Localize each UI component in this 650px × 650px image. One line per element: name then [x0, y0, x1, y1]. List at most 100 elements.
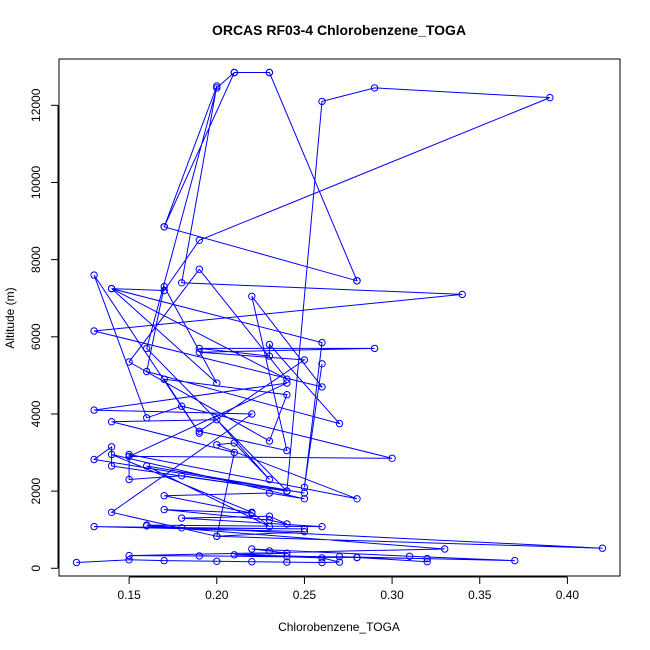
x-tick-label: 0.35 — [468, 588, 492, 602]
data-point — [353, 495, 361, 503]
data-point — [107, 450, 116, 459]
data-point — [107, 508, 116, 516]
data-point — [178, 514, 186, 522]
y-tick-label: 4000 — [29, 400, 43, 427]
data-point — [125, 358, 133, 366]
data-point — [90, 406, 98, 414]
plot-frame — [58, 58, 621, 577]
data-point — [125, 452, 133, 461]
data-point — [335, 553, 344, 561]
data-point — [125, 475, 133, 484]
data-point — [405, 552, 414, 560]
series-layer — [72, 68, 607, 567]
data-point — [265, 512, 274, 520]
data-point — [353, 277, 361, 285]
data-point — [90, 327, 98, 335]
data-point — [318, 554, 326, 562]
y-axis-label: Altitude (m) — [3, 287, 17, 348]
data-point — [300, 483, 309, 491]
data-point — [107, 462, 116, 470]
data-point — [230, 68, 239, 77]
data-point — [388, 454, 396, 462]
x-tick-label: 0.15 — [117, 588, 141, 602]
data-point — [318, 383, 326, 391]
data-point — [283, 446, 291, 455]
data-point — [265, 437, 274, 445]
data-point — [248, 558, 256, 566]
y-tick-label: 2000 — [29, 477, 43, 504]
data-point — [265, 68, 274, 77]
data-point — [213, 84, 221, 92]
data-point — [160, 492, 168, 500]
data-point — [213, 532, 221, 540]
data-point — [248, 292, 256, 300]
data-point — [72, 558, 81, 567]
data-point — [335, 419, 344, 428]
data-point — [107, 418, 116, 426]
data-point — [213, 557, 221, 565]
data-point — [458, 290, 466, 299]
data-point — [511, 556, 519, 565]
data-point — [423, 554, 431, 563]
x-tick-label: 0.25 — [293, 588, 317, 602]
data-point — [248, 508, 256, 516]
data-point — [178, 402, 186, 410]
y-tick-label: 10000 — [29, 165, 43, 199]
data-point — [283, 391, 291, 399]
data-point — [160, 286, 168, 295]
data-point — [195, 265, 204, 273]
data-point — [265, 489, 274, 497]
data-point — [213, 441, 221, 449]
data-point — [248, 545, 256, 553]
y-tick-label: 12000 — [29, 88, 43, 122]
data-point — [283, 520, 291, 528]
x-tick-label: 0.40 — [556, 588, 580, 602]
data-point — [318, 522, 326, 531]
data-point — [300, 489, 309, 497]
y-tick-label: 0 — [29, 565, 43, 572]
data-point — [178, 472, 186, 480]
data-point — [160, 223, 168, 231]
data-point — [143, 367, 151, 376]
x-tick-label: 0.30 — [380, 588, 404, 602]
data-point — [353, 553, 361, 562]
data-point — [213, 416, 221, 424]
data-point — [90, 271, 98, 279]
data-point — [160, 505, 168, 514]
data-point — [230, 448, 239, 457]
data-point — [283, 375, 291, 383]
data-point — [213, 82, 221, 90]
data-point — [300, 525, 309, 533]
data-point — [90, 455, 98, 464]
data-point — [107, 443, 116, 451]
data-point — [318, 360, 326, 368]
data-point — [265, 340, 274, 349]
data-point — [230, 551, 239, 559]
data-point — [283, 549, 291, 557]
data-point — [318, 97, 326, 106]
data-point — [265, 475, 274, 484]
data-point — [318, 338, 326, 347]
data-point — [300, 527, 309, 536]
data-point — [143, 462, 151, 470]
data-point — [143, 521, 151, 529]
data-point — [178, 279, 186, 287]
data-point — [441, 545, 449, 553]
data-point — [265, 522, 274, 531]
data-point — [300, 356, 309, 364]
series-line — [76, 72, 603, 564]
data-point — [598, 544, 607, 552]
data-point — [195, 344, 204, 353]
data-point — [125, 551, 133, 560]
data-point — [125, 450, 133, 459]
data-point — [283, 558, 291, 566]
data-point — [125, 556, 133, 564]
data-point — [283, 487, 291, 495]
data-point — [283, 379, 291, 387]
data-point — [195, 427, 204, 435]
data-point — [178, 524, 186, 532]
data-point — [195, 348, 204, 356]
data-point — [248, 410, 256, 418]
data-point — [370, 84, 379, 92]
